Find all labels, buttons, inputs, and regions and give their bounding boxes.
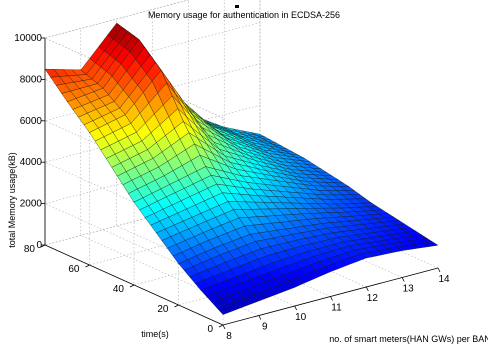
surface-plot [44, 22, 439, 315]
y-tick-mark [174, 304, 179, 308]
z-tick-label: 0 [36, 240, 42, 251]
x-tick-label: 10 [295, 312, 307, 323]
z-tick-label: 8000 [20, 74, 43, 85]
x-tick-label: 11 [331, 303, 342, 314]
y-tick-mark [218, 324, 224, 328]
chart-title: Memory usage for authentication in ECDSA… [148, 10, 340, 20]
x-tick-mark [365, 286, 369, 292]
x-tick-label: 8 [226, 331, 232, 342]
y-axis-label: time(s) [141, 329, 169, 339]
x-tick-mark [330, 296, 333, 301]
x-tick-mark [437, 267, 441, 273]
y-tick-mark [85, 264, 90, 268]
x-tick-label: 13 [403, 284, 415, 295]
grid-line [188, 0, 367, 288]
y-tick-mark [129, 284, 135, 288]
surface-patch [423, 241, 439, 247]
x-tick-mark [401, 277, 405, 282]
z-axis-label: total Memory usage(kB) [7, 152, 17, 248]
y-tick-label: 20 [157, 304, 169, 315]
title-marker [235, 5, 239, 8]
y-tick-label: 80 [24, 244, 36, 255]
grid-line [223, 0, 403, 278]
x-tick-label: 9 [262, 322, 268, 333]
x-tick-mark [222, 324, 226, 330]
x-tick-label: 12 [367, 293, 379, 304]
axes [40, 37, 441, 330]
grid-line [44, 37, 224, 119]
x-tick-label: 14 [438, 274, 450, 285]
x-tick-mark [294, 305, 298, 311]
y-tick-label: 60 [68, 264, 80, 275]
z-tick-label: 6000 [20, 116, 43, 127]
x-axis-label: no. of smart meters(HAN GWs) per BAN [329, 334, 488, 344]
z-tick-label: 2000 [20, 199, 43, 210]
y-tick-label: 0 [207, 324, 213, 335]
z-tick-label: 4000 [20, 157, 43, 168]
z-tick-label: 10000 [14, 33, 42, 44]
y-tick-label: 40 [113, 284, 125, 295]
x-tick-mark [258, 315, 262, 320]
